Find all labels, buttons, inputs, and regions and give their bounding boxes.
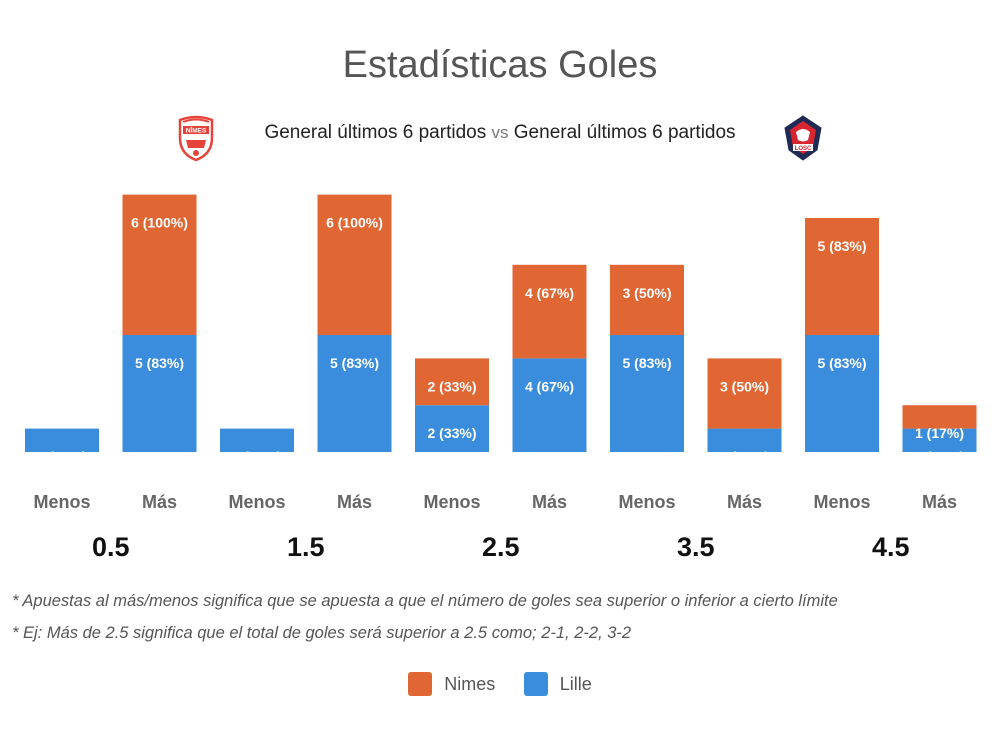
category-label-0: Menos xyxy=(33,492,90,512)
bar-label-lille-7: 1 (17%) xyxy=(720,449,769,465)
category-label-3: Más xyxy=(337,492,372,512)
losc-crest-icon: LOSC xyxy=(781,114,825,162)
bar-lille-4 xyxy=(415,405,489,452)
bar-lille-7 xyxy=(707,428,782,452)
bar-lille-6 xyxy=(610,335,684,452)
category-label-5: Más xyxy=(532,492,567,512)
bar-lille-9 xyxy=(902,428,977,452)
bar-label-lille-1: 5 (83%) xyxy=(135,355,184,371)
bar-label-nimes-8: 5 (83%) xyxy=(817,238,866,254)
svg-text:NÎMES: NÎMES xyxy=(186,126,207,135)
group-label-4: 4.5 xyxy=(872,532,910,562)
chart-title: Estadísticas Goles xyxy=(342,44,658,86)
category-label-9: Más xyxy=(922,492,957,512)
group-label-3: 3.5 xyxy=(677,532,715,562)
footnote-1: * Apuestas al más/menos significa que se… xyxy=(12,592,838,610)
bar-lille-2 xyxy=(220,428,294,452)
bar-label-nimes-5: 4 (67%) xyxy=(525,285,574,301)
bar-label-lille-3: 5 (83%) xyxy=(330,355,379,371)
bar-nimes-8 xyxy=(805,218,879,335)
legend-swatch-lille xyxy=(523,672,548,696)
bar-label-lille-4: 2 (33%) xyxy=(427,425,476,441)
bar-label-lille-8: 5 (83%) xyxy=(817,355,866,371)
stacked-bar-chart: 1 (17%) Menos 5 (83%) 6 (100%) Más 1 (17%) Men… xyxy=(25,194,977,562)
group-label-0: 0.5 xyxy=(92,532,130,562)
category-label-1: Más xyxy=(142,492,177,512)
footnote-2: * Ej: Más de 2.5 significa que el total … xyxy=(12,624,632,642)
bar-nimes-4 xyxy=(415,358,489,406)
legend-label-nimes: Nimes xyxy=(444,673,496,694)
bar-label-nimes-1: 6 (100%) xyxy=(131,215,188,231)
bar-nimes-7 xyxy=(707,358,782,429)
bar-lille-0 xyxy=(25,428,99,452)
bar-label-lille-9: 1 (17%) xyxy=(915,449,964,465)
bar-lille-5 xyxy=(512,358,587,452)
vs-label: vs xyxy=(491,123,509,142)
bar-lille-8 xyxy=(805,335,879,452)
bar-nimes-5 xyxy=(512,264,587,359)
legend-item-lille[interactable]: Lille xyxy=(523,672,592,696)
chart-subtitle: General últimos 6 partidos vs General úl… xyxy=(0,122,1000,144)
bar-nimes-9 xyxy=(902,405,977,429)
legend-label-lille: Lille xyxy=(559,673,592,694)
bar-nimes-1 xyxy=(122,194,197,335)
category-label-7: Más xyxy=(727,492,762,512)
left-team-label: General últimos 6 partidos xyxy=(264,122,487,143)
bar-label-lille-2: 1 (17%) xyxy=(232,449,281,465)
legend-item-nimes[interactable]: Nimes xyxy=(408,672,495,696)
bar-label-nimes-9: 1 (17%) xyxy=(915,425,964,441)
bar-label-lille-6: 5 (83%) xyxy=(622,355,671,371)
bar-nimes-6 xyxy=(610,264,684,335)
bar-label-nimes-4: 2 (33%) xyxy=(427,378,476,394)
bar-nimes-3 xyxy=(317,194,392,335)
bar-label-nimes-7: 3 (50%) xyxy=(720,378,769,394)
nimes-crest-icon: NÎMES xyxy=(174,114,218,162)
legend-swatch-nimes xyxy=(408,672,433,696)
bar-lille-3 xyxy=(317,335,392,452)
category-label-4: Menos xyxy=(423,492,480,512)
category-label-6: Menos xyxy=(618,492,675,512)
bar-label-lille-0: 1 (17%) xyxy=(37,449,86,465)
bar-label-nimes-3: 6 (100%) xyxy=(326,215,383,231)
group-label-2: 2.5 xyxy=(482,532,520,562)
bar-lille-1 xyxy=(122,335,197,452)
bar-label-nimes-6: 3 (50%) xyxy=(622,285,671,301)
group-label-1: 1.5 xyxy=(287,532,325,562)
category-label-2: Menos xyxy=(228,492,285,512)
legend: Nimes Lille xyxy=(0,672,1000,701)
right-team-label: General últimos 6 partidos xyxy=(513,122,736,143)
category-label-8: Menos xyxy=(813,492,870,512)
svg-text:LOSC: LOSC xyxy=(795,146,812,152)
bar-label-lille-5: 4 (67%) xyxy=(525,378,574,394)
